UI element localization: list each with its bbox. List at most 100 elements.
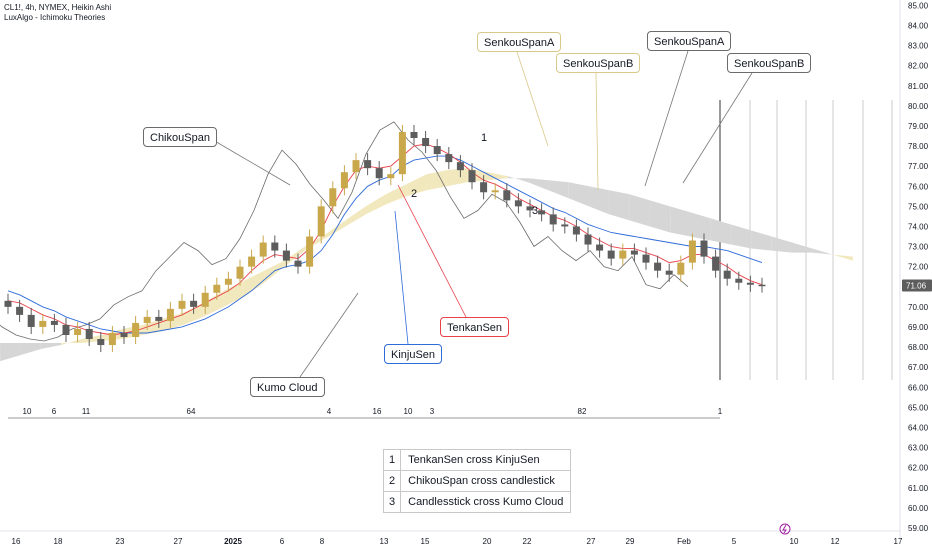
candle-body xyxy=(712,257,719,271)
segment-count-label: 6 xyxy=(52,407,57,416)
cloud-segment xyxy=(508,176,528,182)
candle-body xyxy=(561,224,568,226)
legend-row-text: Candlesstick cross Kumo Cloud xyxy=(401,492,571,513)
candle-body xyxy=(271,243,278,251)
candles xyxy=(5,125,766,352)
candle-body xyxy=(109,333,116,345)
candle-body xyxy=(747,283,754,285)
candle-body xyxy=(86,329,93,339)
cloud-segment xyxy=(833,255,853,261)
date-tick-label: 15 xyxy=(421,537,430,546)
cloud-segment xyxy=(792,243,812,253)
candle-body xyxy=(434,146,441,154)
candle-body xyxy=(376,168,383,178)
candle-body xyxy=(248,257,255,267)
cloud-segment xyxy=(244,271,264,297)
date-tick-label: 23 xyxy=(116,537,125,546)
kumo-cloud xyxy=(0,168,853,367)
price-tick-label: 76.00 xyxy=(908,182,929,191)
price-tick-label: 79.00 xyxy=(908,122,929,131)
candle-body xyxy=(306,237,313,267)
price-tick-label: 67.00 xyxy=(908,363,929,372)
cloud-segment xyxy=(41,343,61,349)
candle-body xyxy=(144,317,151,323)
price-tick-label: 83.00 xyxy=(908,42,929,51)
price-tick-label: 61.00 xyxy=(908,484,929,493)
lightning-bolt-glyph xyxy=(783,525,786,533)
date-tick-label: 27 xyxy=(587,537,596,546)
candle-body xyxy=(364,160,371,168)
cloud-segment xyxy=(630,194,650,226)
candle-body xyxy=(411,132,418,138)
candle-body xyxy=(202,293,209,307)
segment-count-label: 10 xyxy=(23,407,32,416)
price-tick-label: 64.00 xyxy=(908,423,929,432)
candle-body xyxy=(399,132,406,174)
segment-count-label: 1 xyxy=(718,407,723,416)
candle-body xyxy=(596,245,603,251)
symbol-title: CL1!, 4h, NYMEX, Heikin Ashi xyxy=(4,3,111,13)
cloud-segment xyxy=(0,343,20,361)
candle-body xyxy=(724,271,731,279)
cloud-segment xyxy=(528,178,548,190)
price-tick-label: 69.00 xyxy=(908,323,929,332)
cross-marker-3: 3 xyxy=(532,205,538,217)
annotation-leader xyxy=(213,140,290,185)
price-tick-label: 63.00 xyxy=(908,444,929,453)
candle-body xyxy=(39,321,46,327)
date-tick-label: 20 xyxy=(483,537,492,546)
price-tick-label: 72.00 xyxy=(908,263,929,272)
candle-body xyxy=(515,200,522,206)
annotation-leader xyxy=(596,73,598,190)
segment-count-label: 4 xyxy=(327,407,332,416)
candle-body xyxy=(295,261,302,267)
price-tick-label: 65.00 xyxy=(908,403,929,412)
callout-kinjusen: KinjuSen xyxy=(384,344,442,364)
candle-body xyxy=(190,301,197,307)
candle-body xyxy=(329,188,336,206)
candle-body xyxy=(643,255,650,263)
annotation-leader xyxy=(645,51,688,186)
segment-count-label: 11 xyxy=(82,407,91,416)
candle-body xyxy=(759,285,766,287)
candle-body xyxy=(492,190,499,192)
segment-count-label: 3 xyxy=(430,407,435,416)
candle-body xyxy=(260,243,267,257)
cloud-segment xyxy=(386,184,406,204)
candle-body xyxy=(445,154,452,162)
legend-row-number: 3 xyxy=(384,492,401,513)
price-tick-label: 59.00 xyxy=(908,524,929,533)
chikouspan-line xyxy=(0,122,688,341)
cloud-segment xyxy=(691,212,711,240)
price-tick-label: 66.00 xyxy=(908,383,929,392)
cloud-segment xyxy=(772,237,792,253)
candle-body xyxy=(608,251,615,259)
annotation-leader xyxy=(517,52,548,146)
price-tick-label: 73.00 xyxy=(908,243,929,252)
candle-body xyxy=(97,339,104,345)
legend-row-text: ChikouSpan cross candlestick xyxy=(401,471,571,492)
callout-tenkansen: TenkanSen xyxy=(440,317,509,337)
candle-body xyxy=(318,206,325,236)
last-price-label: 71.06 xyxy=(906,282,927,291)
callout-senkouspanb-bull: SenkouSpanB xyxy=(556,53,640,73)
cloud-segment xyxy=(548,180,568,198)
legend-row-number: 2 xyxy=(384,471,401,492)
price-tick-label: 68.00 xyxy=(908,343,929,352)
segment-count-label: 82 xyxy=(578,407,587,416)
segment-count-label: 16 xyxy=(373,407,382,416)
cloud-segment xyxy=(609,190,629,220)
date-tick-label: 2025 xyxy=(224,537,242,546)
candle-body xyxy=(16,307,23,315)
candle-body xyxy=(457,162,464,170)
candle-body xyxy=(121,333,128,337)
candle-body xyxy=(63,325,70,335)
lightning-icon xyxy=(780,524,790,534)
callout-senkouspanb-bear: SenkouSpanB xyxy=(727,53,811,73)
candle-body xyxy=(701,241,708,257)
cloud-segment xyxy=(650,200,670,232)
price-tick-label: 70.00 xyxy=(908,303,929,312)
